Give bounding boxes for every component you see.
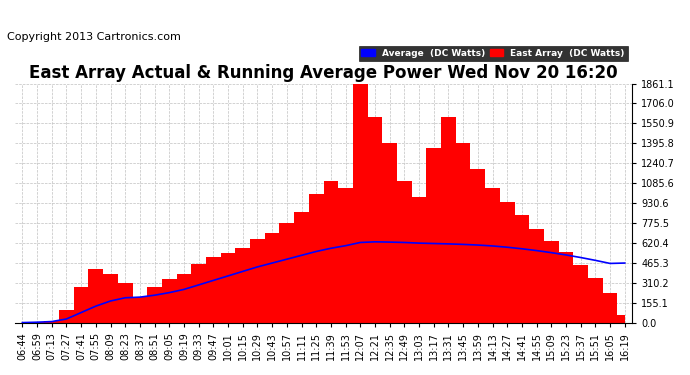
Title: East Array Actual & Running Average Power Wed Nov 20 16:20: East Array Actual & Running Average Powe… bbox=[29, 64, 618, 82]
Legend: Average  (DC Watts), East Array  (DC Watts): Average (DC Watts), East Array (DC Watts… bbox=[359, 46, 628, 61]
Text: Copyright 2013 Cartronics.com: Copyright 2013 Cartronics.com bbox=[7, 32, 181, 42]
